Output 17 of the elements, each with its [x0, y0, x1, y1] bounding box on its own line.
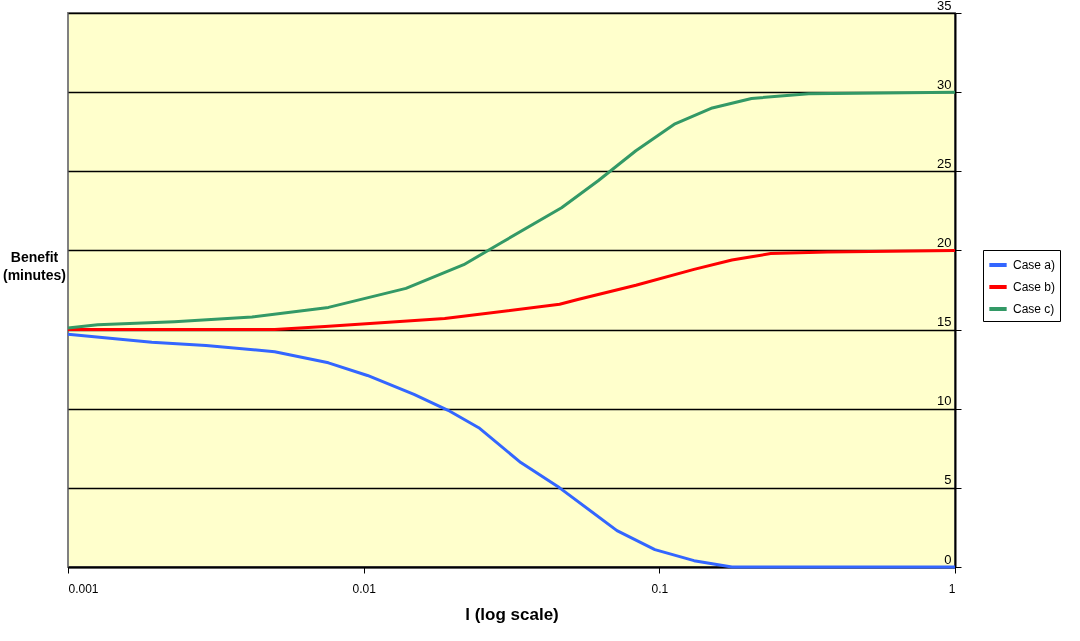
- y-tick-label: 5: [944, 472, 952, 488]
- y-tick-label: 15: [937, 314, 952, 330]
- y-tick-label: 35: [937, 0, 952, 13]
- x-tick-label: 0.001: [68, 581, 99, 596]
- x-tick-label: 0.01: [352, 581, 377, 596]
- legend-label: Case a): [1013, 258, 1056, 272]
- y-axis-title: Benefit (minutes): [3, 248, 66, 283]
- x-tick-label: 1: [948, 581, 956, 596]
- y-tick-label: 20: [937, 234, 952, 250]
- legend-label: Case b): [1013, 280, 1056, 294]
- y-tick-label: 0: [944, 551, 952, 567]
- x-tick-label: 0.1: [651, 581, 669, 596]
- y-tick-label: 10: [937, 393, 952, 409]
- y-tick-label: 25: [937, 155, 952, 171]
- legend-label: Case c): [1013, 302, 1055, 316]
- y-tick-label: 30: [937, 76, 952, 92]
- x-axis-title: l (log scale): [465, 604, 559, 624]
